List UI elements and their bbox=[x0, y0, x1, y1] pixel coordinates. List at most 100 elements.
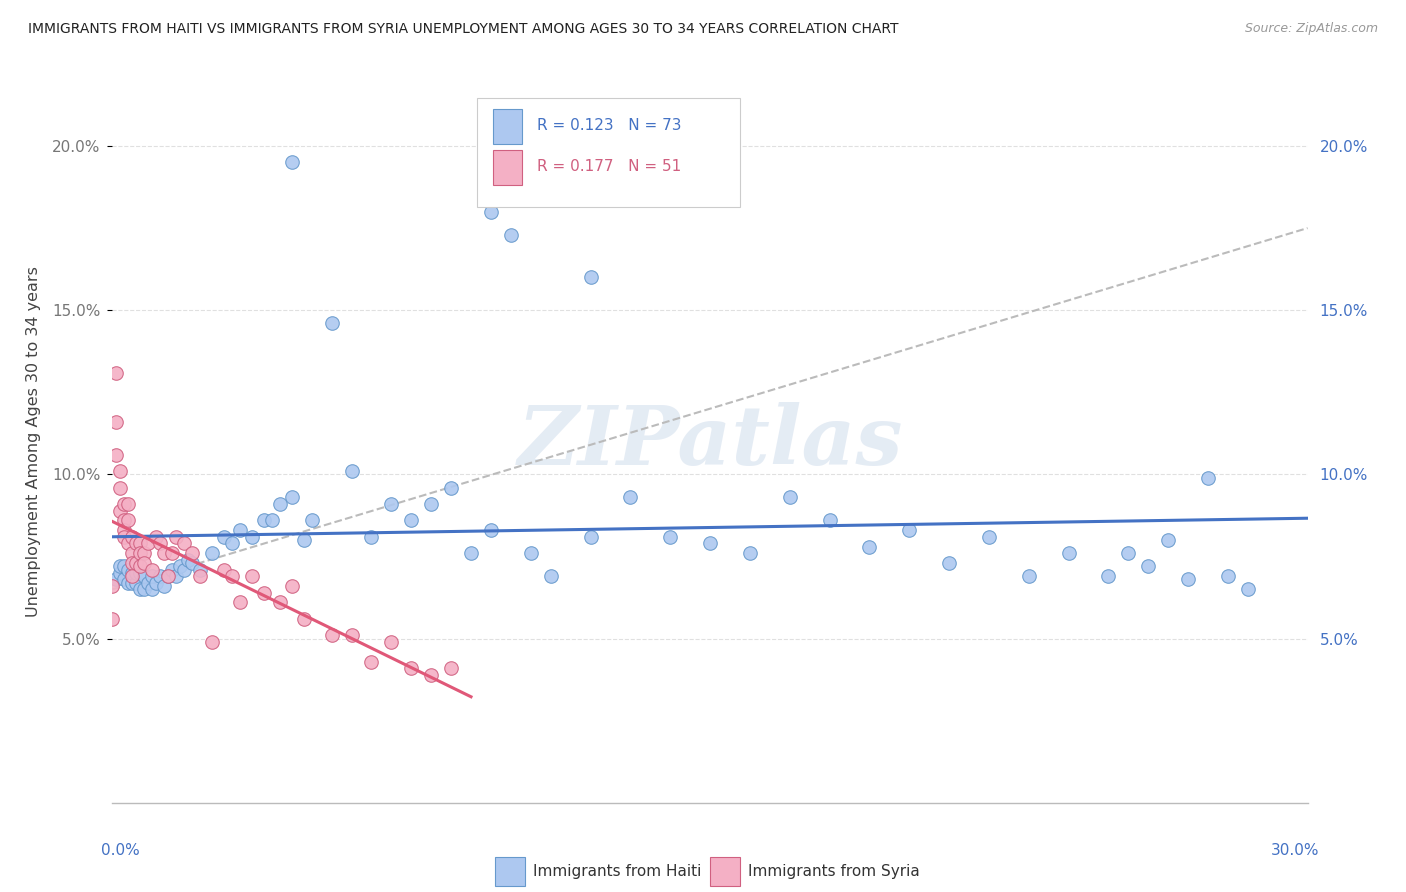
Point bbox=[201, 635, 224, 649]
Point bbox=[129, 559, 152, 574]
Point bbox=[110, 481, 132, 495]
Point bbox=[1216, 569, 1239, 583]
Point bbox=[129, 566, 152, 580]
Point bbox=[321, 628, 343, 642]
Point bbox=[699, 536, 721, 550]
Point bbox=[141, 569, 163, 583]
Point bbox=[340, 464, 363, 478]
Point bbox=[977, 530, 1000, 544]
Point bbox=[479, 523, 502, 537]
Point bbox=[221, 536, 243, 550]
Point bbox=[281, 579, 304, 593]
Point bbox=[177, 553, 200, 567]
Point bbox=[1137, 559, 1160, 574]
Point bbox=[162, 546, 183, 560]
Point bbox=[114, 530, 135, 544]
Bar bbox=[495, 857, 524, 886]
Point bbox=[114, 523, 135, 537]
Point bbox=[380, 635, 402, 649]
Point bbox=[188, 563, 211, 577]
Bar bbox=[710, 857, 740, 886]
Point bbox=[579, 270, 602, 285]
Point bbox=[292, 612, 315, 626]
Point bbox=[229, 595, 252, 609]
Point bbox=[134, 569, 156, 583]
Point bbox=[420, 497, 443, 511]
Point bbox=[619, 491, 641, 505]
Point bbox=[281, 155, 304, 169]
Point bbox=[121, 530, 143, 544]
Point bbox=[181, 546, 204, 560]
Point bbox=[499, 227, 522, 242]
Point bbox=[125, 566, 148, 580]
Point bbox=[153, 579, 176, 593]
Point bbox=[134, 582, 156, 597]
Point bbox=[105, 415, 128, 429]
Point bbox=[281, 491, 304, 505]
Point bbox=[1197, 470, 1219, 484]
Point bbox=[1237, 582, 1260, 597]
Point bbox=[173, 536, 195, 550]
Point bbox=[117, 513, 139, 527]
Point bbox=[269, 497, 291, 511]
Point bbox=[779, 491, 801, 505]
Point bbox=[134, 546, 156, 560]
Point bbox=[1097, 569, 1119, 583]
Point bbox=[1118, 546, 1140, 560]
Point bbox=[401, 661, 423, 675]
Point bbox=[157, 569, 180, 583]
Point bbox=[105, 448, 128, 462]
Point bbox=[479, 204, 502, 219]
Point bbox=[162, 563, 183, 577]
Point bbox=[117, 575, 139, 590]
Point bbox=[380, 497, 402, 511]
Point bbox=[738, 546, 761, 560]
Point bbox=[253, 513, 276, 527]
Point bbox=[101, 612, 124, 626]
Point bbox=[138, 575, 160, 590]
Text: Immigrants from Syria: Immigrants from Syria bbox=[748, 864, 920, 879]
Point bbox=[141, 563, 163, 577]
Text: ZIPatlas: ZIPatlas bbox=[517, 401, 903, 482]
Point bbox=[117, 563, 139, 577]
Point bbox=[659, 530, 682, 544]
Point bbox=[110, 559, 132, 574]
Point bbox=[201, 546, 224, 560]
Point bbox=[520, 546, 543, 560]
Point bbox=[121, 556, 143, 570]
Point bbox=[125, 536, 148, 550]
Point bbox=[181, 556, 204, 570]
Point bbox=[1057, 546, 1080, 560]
Point bbox=[114, 497, 135, 511]
Point bbox=[858, 540, 880, 554]
Point bbox=[138, 536, 160, 550]
Point bbox=[114, 573, 135, 587]
Point bbox=[165, 530, 187, 544]
Point bbox=[145, 575, 167, 590]
Point bbox=[110, 503, 132, 517]
Point bbox=[229, 523, 252, 537]
Text: 30.0%: 30.0% bbox=[1271, 843, 1320, 857]
Point bbox=[579, 530, 602, 544]
Point bbox=[149, 536, 172, 550]
Text: Immigrants from Haiti: Immigrants from Haiti bbox=[533, 864, 702, 879]
Point bbox=[105, 573, 128, 587]
Point bbox=[253, 585, 276, 599]
Point bbox=[221, 569, 243, 583]
Bar bbox=[492, 109, 523, 144]
Point bbox=[540, 569, 562, 583]
Point bbox=[898, 523, 921, 537]
Point bbox=[301, 513, 323, 527]
Point bbox=[110, 566, 132, 580]
Text: IMMIGRANTS FROM HAITI VS IMMIGRANTS FROM SYRIA UNEMPLOYMENT AMONG AGES 30 TO 34 : IMMIGRANTS FROM HAITI VS IMMIGRANTS FROM… bbox=[28, 22, 898, 37]
Point bbox=[360, 530, 382, 544]
Point bbox=[157, 569, 180, 583]
Point bbox=[165, 569, 187, 583]
Y-axis label: Unemployment Among Ages 30 to 34 years: Unemployment Among Ages 30 to 34 years bbox=[27, 266, 41, 617]
Point bbox=[129, 582, 152, 597]
Point bbox=[153, 546, 176, 560]
Point bbox=[188, 569, 211, 583]
Text: R = 0.177   N = 51: R = 0.177 N = 51 bbox=[537, 160, 681, 175]
Point bbox=[129, 536, 152, 550]
Point bbox=[129, 546, 152, 560]
